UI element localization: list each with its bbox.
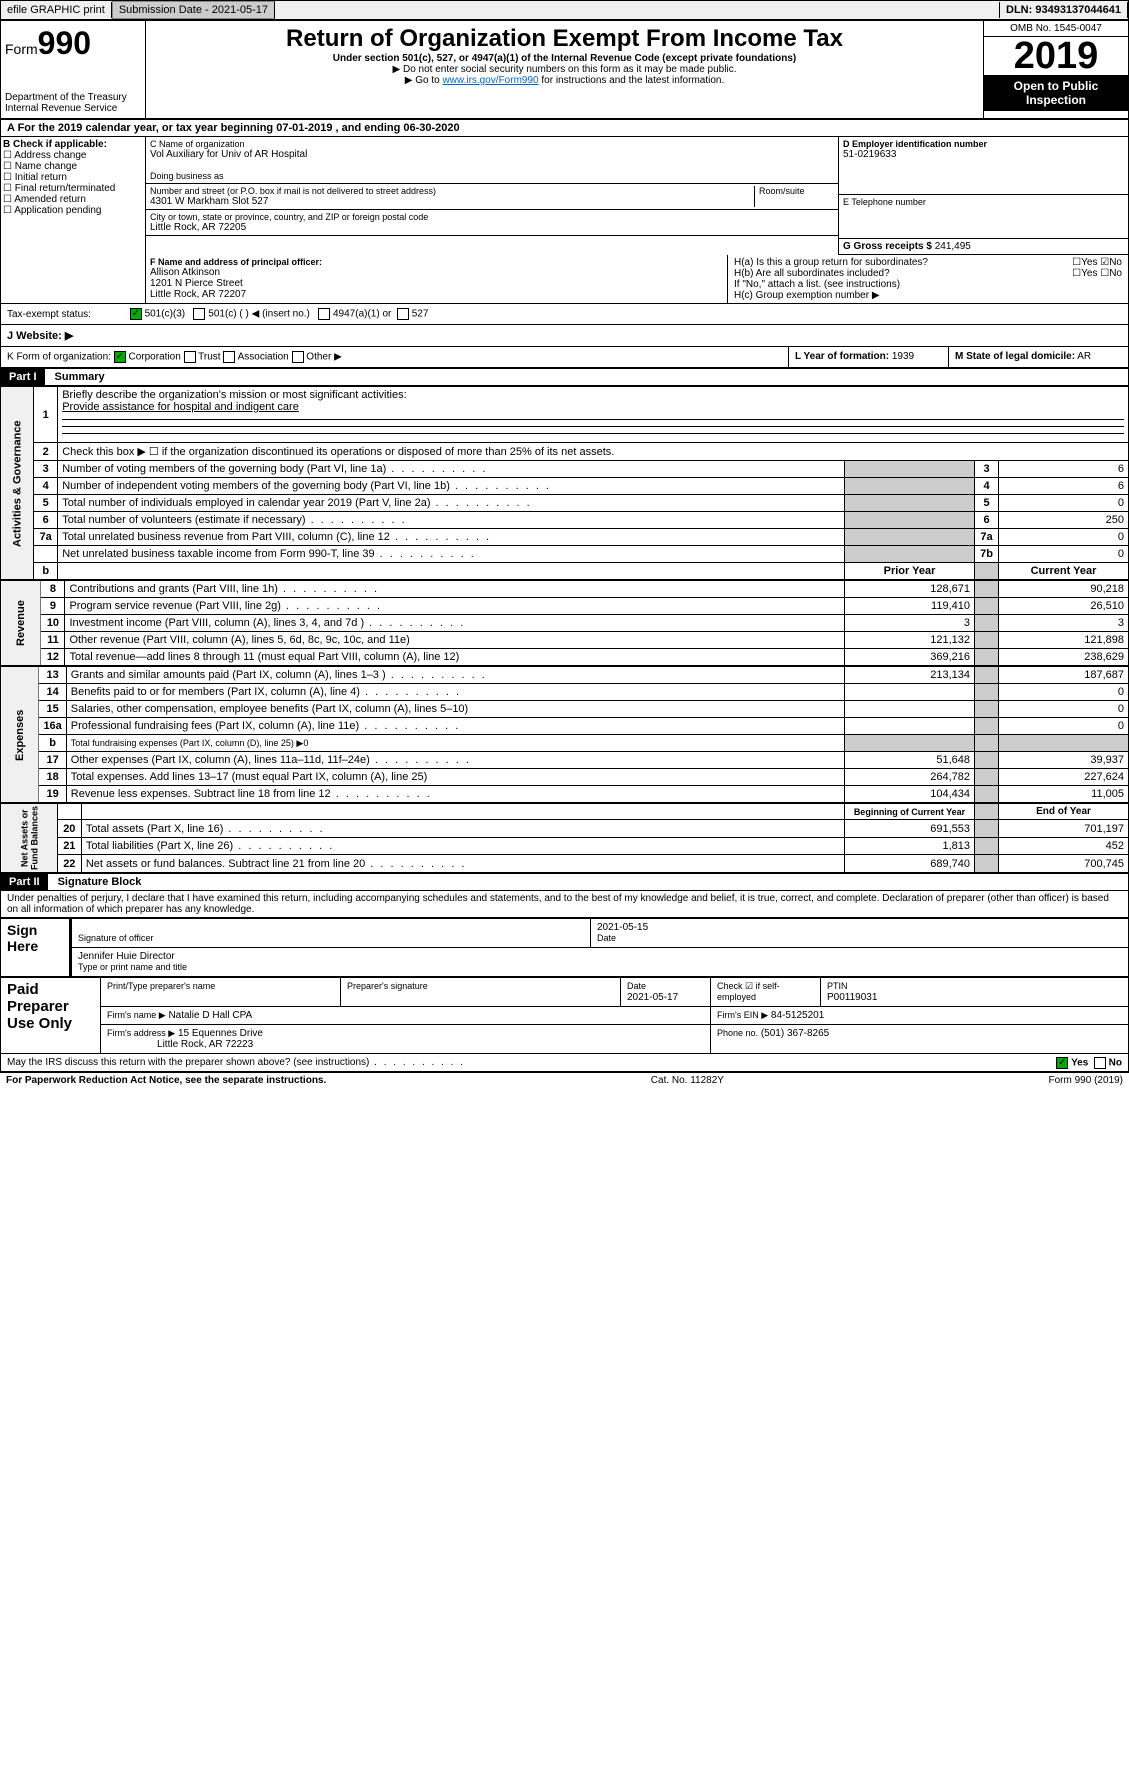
signature-table: Sign Here Signature of officer 2021-05-1… — [0, 918, 1129, 977]
firm-ein: 84-5125201 — [771, 1010, 824, 1021]
gov-row-6: 6Total number of volunteers (estimate if… — [1, 512, 1129, 529]
ptin: P00119031 — [827, 992, 877, 1003]
chk-corp[interactable]: ✓ — [114, 351, 126, 363]
tax-period: A For the 2019 calendar year, or tax yea… — [0, 119, 1129, 137]
year-formation: 1939 — [892, 351, 914, 362]
gov-row-7b: Net unrelated business taxable income fr… — [1, 546, 1129, 563]
part1-header: Part I Summary — [0, 368, 1129, 386]
hc-row: H(c) Group exemption number ▶ — [734, 290, 1122, 301]
website-row: J Website: ▶ — [0, 325, 1129, 347]
chk-501c3[interactable]: ✓ — [130, 308, 142, 320]
chk-discuss-yes[interactable]: ✓ — [1056, 1057, 1068, 1069]
state-domicile: AR — [1077, 351, 1091, 362]
form-title: Return of Organization Exempt From Incom… — [150, 25, 979, 53]
subtitle-1: Under section 501(c), 527, or 4947(a)(1)… — [150, 53, 979, 64]
hb-row: H(b) Are all subordinates included? ☐Yes… — [734, 268, 1122, 279]
dln-label: DLN: 93493137044641 — [999, 2, 1128, 18]
paid-preparer-label: Paid Preparer Use Only — [1, 978, 101, 1054]
gov-row-4: 4Number of independent voting members of… — [1, 478, 1129, 495]
efile-label: efile GRAPHIC print — [1, 2, 112, 18]
dept-label: Department of the Treasury Internal Reve… — [5, 92, 141, 114]
chk-other[interactable] — [292, 351, 304, 363]
org-name-label: C Name of organization — [150, 139, 834, 149]
page-footer: For Paperwork Reduction Act Notice, see … — [0, 1072, 1129, 1088]
submission-date-button[interactable]: Submission Date - 2021-05-17 — [112, 1, 275, 19]
chk-name[interactable]: ☐ Name change — [3, 161, 143, 172]
officer-name: Jennifer Huie Director — [78, 951, 175, 962]
dba-label: Doing business as — [150, 171, 834, 181]
officer-label: F Name and address of principal officer: — [150, 257, 723, 267]
instructions-link[interactable]: www.irs.gov/Form990 — [442, 75, 538, 86]
subtitle-3: ▶ Go to www.irs.gov/Form990 for instruct… — [150, 75, 979, 86]
chk-501c[interactable] — [193, 308, 205, 320]
hb-note: If "No," attach a list. (see instruction… — [734, 279, 1122, 290]
netassets-table: Net Assets orFund Balances Beginning of … — [0, 803, 1129, 873]
entity-info-section: B Check if applicable: ☐ Address change … — [0, 137, 1129, 255]
chk-4947[interactable] — [318, 308, 330, 320]
officer-group-section: F Name and address of principal officer:… — [0, 255, 1129, 304]
org-name: Vol Auxiliary for Univ of AR Hospital — [150, 149, 834, 160]
klm-row: K Form of organization: ✓ Corporation Tr… — [0, 347, 1129, 368]
firm-name: Natalie D Hall CPA — [168, 1010, 252, 1021]
subtitle-2: ▶ Do not enter social security numbers o… — [150, 64, 979, 75]
chk-527[interactable] — [397, 308, 409, 320]
tax-exempt-row: Tax-exempt status: ✓ 501(c)(3) 501(c) ( … — [0, 304, 1129, 325]
chk-trust[interactable] — [184, 351, 196, 363]
gross-label: G Gross receipts $ — [843, 241, 932, 252]
form-header: Form990 Department of the Treasury Inter… — [0, 20, 1129, 119]
chk-pending[interactable]: ☐ Application pending — [3, 205, 143, 216]
sign-here-label: Sign Here — [1, 919, 71, 977]
form-number: Form990 — [5, 25, 141, 62]
discuss-row: May the IRS discuss this return with the… — [0, 1054, 1129, 1072]
checkbox-header: B Check if applicable: — [3, 139, 143, 150]
firm-phone: (501) 367-8265 — [761, 1028, 829, 1039]
summary-table: Activities & Governance 1Briefly describ… — [0, 386, 1129, 580]
vtab-governance: Activities & Governance — [1, 387, 34, 580]
addr-label: Number and street (or P.O. box if mail i… — [150, 186, 754, 196]
ha-row: H(a) Is this a group return for subordin… — [734, 257, 1122, 268]
vtab-revenue: Revenue — [1, 581, 41, 666]
sign-date: 2021-05-15 — [597, 922, 648, 933]
chk-amended[interactable]: ☐ Amended return — [3, 194, 143, 205]
gov-row-7a: 7aTotal unrelated business revenue from … — [1, 529, 1129, 546]
mission-text: Provide assistance for hospital and indi… — [62, 401, 299, 413]
street-address: 4301 W Markham Slot 527 — [150, 196, 754, 207]
chk-address[interactable]: ☐ Address change — [3, 150, 143, 161]
gross-receipts: 241,495 — [935, 241, 971, 252]
city-state-zip: Little Rock, AR 72205 — [150, 222, 834, 233]
chk-assoc[interactable] — [223, 351, 235, 363]
ein-label: D Employer identification number — [843, 139, 1124, 149]
perjury-declaration: Under penalties of perjury, I declare th… — [0, 891, 1129, 918]
gov-row-5: 5Total number of individuals employed in… — [1, 495, 1129, 512]
ein-value: 51-0219633 — [843, 149, 1124, 160]
top-bar: efile GRAPHIC print Submission Date - 20… — [0, 0, 1129, 20]
room-label: Room/suite — [754, 186, 834, 207]
chk-discuss-no[interactable] — [1094, 1057, 1106, 1069]
part2-header: Part II Signature Block — [0, 873, 1129, 891]
city-label: City or town, state or province, country… — [150, 212, 834, 222]
open-to-public: Open to Public Inspection — [984, 75, 1128, 111]
preparer-table: Paid Preparer Use Only Print/Type prepar… — [0, 977, 1129, 1054]
tax-year: 2019 — [984, 37, 1128, 75]
vtab-netassets: Net Assets orFund Balances — [1, 804, 58, 873]
gov-row-3: 3Number of voting members of the governi… — [1, 461, 1129, 478]
expenses-table: Expenses 13Grants and similar amounts pa… — [0, 666, 1129, 803]
vtab-expenses: Expenses — [1, 667, 39, 803]
chk-initial[interactable]: ☐ Initial return — [3, 172, 143, 183]
tel-label: E Telephone number — [843, 197, 1124, 207]
revenue-table: Revenue 8Contributions and grants (Part … — [0, 580, 1129, 666]
chk-final[interactable]: ☐ Final return/terminated — [3, 183, 143, 194]
officer-info: Allison Atkinson 1201 N Pierce Street Li… — [150, 267, 723, 300]
firm-addr: 15 Equennes Drive — [178, 1028, 263, 1039]
